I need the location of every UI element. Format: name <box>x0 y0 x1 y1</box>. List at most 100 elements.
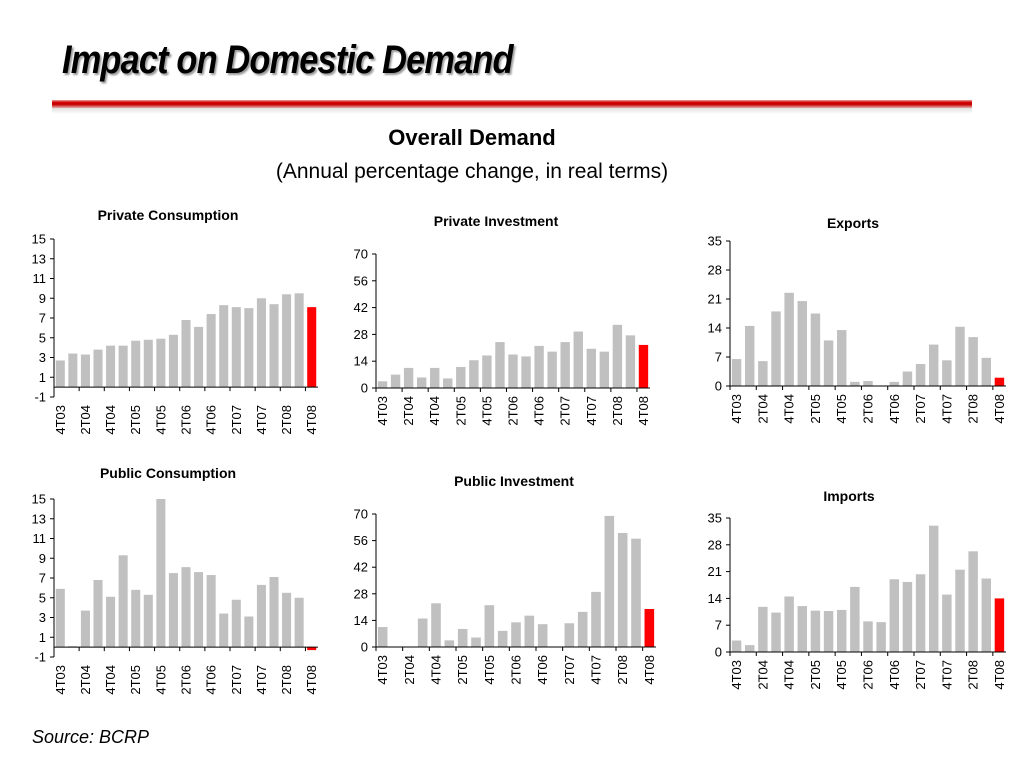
x-tick-label: 2T07 <box>913 660 928 690</box>
bar <box>577 611 588 647</box>
bar <box>942 360 952 386</box>
y-tick-label: 15 <box>32 492 46 507</box>
chart-title: Imports <box>823 488 875 504</box>
bar <box>484 605 495 647</box>
y-tick-label: 28 <box>708 263 722 278</box>
x-tick-label: 4T04 <box>782 660 797 690</box>
bar <box>547 351 557 388</box>
bar <box>758 361 768 386</box>
x-tick-label: 2T07 <box>913 394 928 424</box>
x-tick-label: 4T05 <box>834 394 849 424</box>
bar <box>797 606 808 652</box>
x-tick-label: 2T07 <box>562 655 577 685</box>
chart-title: Private Investment <box>434 213 559 229</box>
bar <box>902 581 913 652</box>
y-tick-label: 1 <box>39 370 46 385</box>
x-tick-label: 4T04 <box>429 655 444 685</box>
x-tick-label: 2T06 <box>861 394 876 424</box>
bar <box>219 613 229 648</box>
y-tick-label: 14 <box>354 613 368 628</box>
chart-title: Private Consumption <box>98 207 239 223</box>
y-tick-label: -1 <box>34 650 46 665</box>
bar-highlight <box>638 344 649 388</box>
bar <box>915 574 926 652</box>
y-tick-label: 9 <box>39 291 46 306</box>
x-tick-label: 2T05 <box>128 405 143 435</box>
bar <box>731 359 742 386</box>
bar <box>417 618 428 647</box>
bar <box>106 345 116 388</box>
bar <box>118 345 128 388</box>
x-tick-label: 2T05 <box>808 660 823 690</box>
bar <box>850 586 860 652</box>
y-tick-label: -1 <box>34 390 46 405</box>
x-tick-label: 2T08 <box>279 405 294 435</box>
bar <box>143 594 153 648</box>
x-tick-label: 2T08 <box>610 396 625 426</box>
bar <box>902 371 913 386</box>
x-tick-label: 2T04 <box>755 394 770 424</box>
x-tick-label: 4T03 <box>375 655 390 685</box>
bar <box>206 314 216 388</box>
title-divider-shadow <box>52 108 972 114</box>
bar <box>181 319 191 388</box>
y-tick-label: 13 <box>32 251 46 266</box>
bar <box>282 294 292 388</box>
bar <box>118 555 128 648</box>
x-tick-label: 4T06 <box>887 394 902 424</box>
x-tick-label: 2T06 <box>509 655 524 685</box>
bar <box>942 594 952 652</box>
x-tick-label: 2T08 <box>615 655 630 685</box>
y-tick-label: 14 <box>354 354 368 369</box>
y-tick-label: 14 <box>708 321 722 336</box>
bar <box>836 330 847 386</box>
bar <box>181 567 191 648</box>
x-tick-label: 2T06 <box>179 665 194 695</box>
bar <box>131 589 141 648</box>
bar <box>797 301 808 386</box>
bar <box>194 572 204 648</box>
bar <box>744 325 755 386</box>
bar <box>586 348 596 388</box>
bar <box>612 324 623 388</box>
x-tick-label: 4T07 <box>254 405 269 435</box>
x-tick-label: 2T04 <box>401 396 416 426</box>
y-tick-label: 21 <box>708 564 722 579</box>
bar <box>495 342 505 388</box>
y-tick-label: 7 <box>39 311 46 326</box>
bar <box>599 351 610 388</box>
x-tick-label: 4T04 <box>427 396 442 426</box>
chart-title: Public Consumption <box>100 465 236 481</box>
bar <box>810 610 821 652</box>
bar <box>981 578 992 652</box>
x-tick-label: 4T08 <box>642 655 657 685</box>
bar <box>219 305 229 388</box>
bar <box>168 573 178 648</box>
bar <box>521 356 531 388</box>
bar <box>80 354 90 388</box>
y-tick-label: 21 <box>708 292 722 307</box>
x-tick-label: 4T08 <box>304 665 319 695</box>
y-tick-label: 15 <box>32 232 46 247</box>
y-tick-label: 42 <box>354 560 368 575</box>
x-tick-label: 4T08 <box>992 660 1007 690</box>
bar <box>443 378 453 388</box>
y-tick-label: 7 <box>715 350 722 365</box>
y-tick-label: 1 <box>39 630 46 645</box>
chart-title: Exports <box>827 215 879 231</box>
x-tick-label: 4T05 <box>482 655 497 685</box>
x-tick-label: 2T04 <box>78 405 93 435</box>
bar <box>836 609 847 652</box>
chart-title: Public Investment <box>454 473 574 489</box>
bar <box>131 340 141 388</box>
bar <box>810 313 821 386</box>
y-tick-label: 56 <box>354 273 368 288</box>
x-tick-label: 4T06 <box>887 660 902 690</box>
bar <box>156 338 166 388</box>
bar <box>456 366 466 388</box>
x-tick-label: 4T03 <box>729 660 744 690</box>
bar <box>889 579 900 652</box>
x-tick-label: 2T04 <box>402 655 417 685</box>
bar-highlight <box>307 307 317 388</box>
